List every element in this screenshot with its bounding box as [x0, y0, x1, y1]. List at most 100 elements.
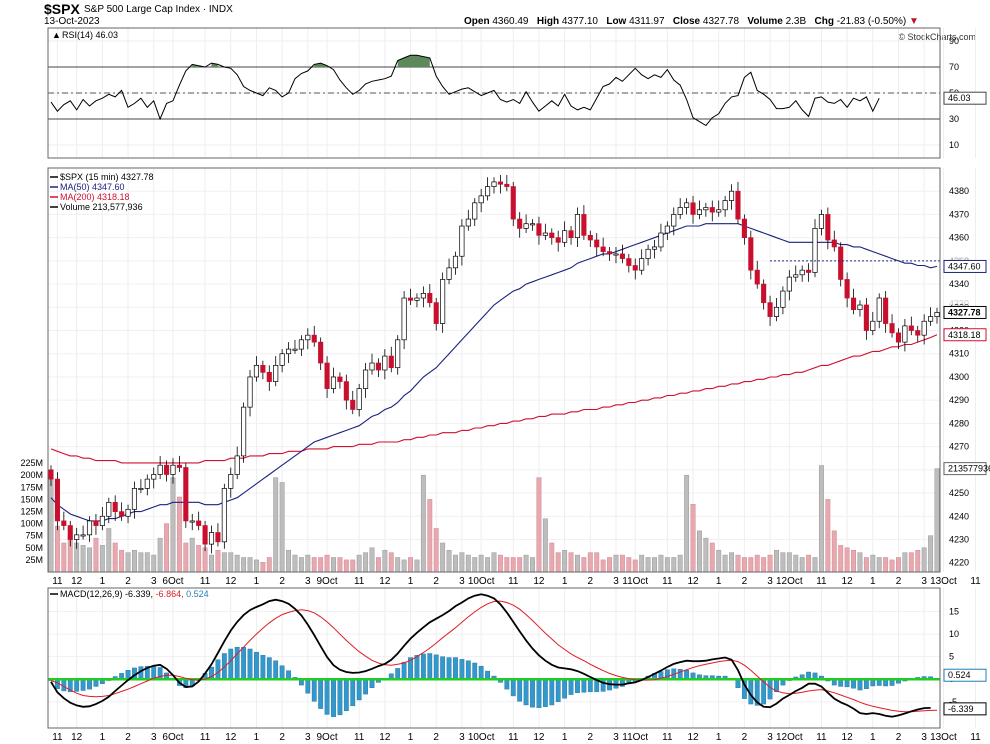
candle-body [793, 274, 799, 278]
candle-body [607, 251, 613, 255]
volume-bar [780, 552, 786, 573]
candle-body [144, 478, 150, 489]
macd-histogram-bar [401, 661, 407, 680]
candle-body [568, 230, 574, 239]
candle-body [465, 218, 471, 227]
macd-x-tick-label: 1 [716, 732, 722, 743]
candle-body [818, 214, 824, 229]
price-x-tick-label: 3 [921, 576, 927, 587]
volume-bar [485, 557, 491, 573]
volume-bar [703, 537, 709, 573]
ma50-value-label: 4347.60 [948, 261, 981, 271]
macd-histogram-bar [478, 665, 484, 680]
last-price-label-box [943, 305, 987, 319]
candle-body [93, 520, 99, 526]
volume-bar [273, 477, 279, 573]
candle-body [928, 316, 934, 322]
volume-bar [857, 552, 863, 573]
candle-body [651, 246, 658, 250]
price-ghost-label: 4330 [949, 298, 969, 308]
volume-bar [761, 557, 767, 573]
volume-bar [93, 537, 99, 573]
price-x-tick-label: 2 [125, 576, 131, 587]
price-x-tick-label: 6Oct [162, 576, 183, 587]
candle-body [221, 488, 227, 543]
macd-x-tick-label: 12Oct [776, 732, 803, 743]
candle-body [420, 293, 426, 299]
macd-histogram-bar [677, 669, 683, 680]
candle-body [176, 464, 182, 468]
volume-bar [209, 554, 214, 573]
candle-body [908, 325, 914, 331]
volume-bar [562, 549, 568, 573]
volume-tick-label: 75M [25, 531, 43, 541]
volume-bar [851, 549, 856, 573]
macd-histogram-bar [363, 679, 368, 695]
candle-body [549, 232, 555, 239]
volume-tick-label: 200M [20, 470, 43, 480]
price-tick-label: 4310 [949, 349, 969, 359]
volume-bar [690, 503, 696, 573]
price-legend-entry: $SPX (15 min) 4327.78 [60, 172, 154, 182]
volume-bar [575, 554, 580, 573]
price-x-tick-label: 2 [433, 576, 439, 587]
volume-bar [645, 557, 651, 573]
price-x-tick-label: 11 [816, 576, 827, 587]
candle-body [767, 302, 773, 317]
macd-histogram-bar [279, 665, 285, 680]
candle-body [895, 332, 902, 343]
price-x-tick-label: 12 [71, 576, 83, 587]
volume-bar [446, 549, 452, 573]
candle-body [440, 279, 446, 324]
macd-histogram-bar [459, 659, 465, 680]
volume-bar [722, 554, 728, 573]
macd-histogram-bar [562, 679, 568, 699]
candle-body [125, 508, 131, 517]
credit-text: © StockCharts.com [898, 32, 976, 42]
volume-bar [132, 549, 137, 573]
volume-bar [215, 549, 221, 573]
price-tick-label: 4360 [949, 233, 969, 243]
candle-body [876, 297, 882, 322]
candle-body [574, 214, 581, 239]
macd-histogram-bar [254, 651, 259, 680]
candle-body [311, 334, 317, 343]
price-x-tick-label: 11 [200, 576, 211, 587]
candle-body [427, 293, 433, 304]
price-tick-label: 4270 [949, 442, 969, 452]
candle-body [587, 234, 593, 241]
candle-body [241, 406, 247, 457]
candle-body [684, 202, 690, 208]
volume-bar [157, 537, 163, 573]
chart-date: 13-Oct-2023 [44, 16, 100, 27]
price-x-tick-label: 2 [588, 576, 594, 587]
volume-bar [465, 554, 471, 573]
macd-x-tick-label: 2 [433, 732, 439, 743]
volume-bar [247, 557, 253, 573]
macd-x-tick-label: 3 [305, 732, 311, 743]
macd-histogram-bar [440, 656, 446, 680]
ma200-value-label: 4318.18 [948, 330, 981, 340]
macd-histogram-bar [549, 679, 555, 706]
price-legend-entry: MA(50) 4347.60 [60, 182, 125, 192]
volume-bar [549, 542, 555, 573]
rsi-legend-marker: ▲ [52, 30, 61, 40]
macd-histogram-bar [414, 655, 420, 680]
candle-body [677, 207, 683, 215]
candle-body [658, 232, 664, 248]
macd-histogram-bar [735, 679, 741, 689]
candle-body [350, 399, 356, 410]
symbol-title: $SPX [44, 1, 80, 17]
volume-bar [876, 557, 882, 573]
macd-legend: MACD(12,26,9) -6.339, -6.864, 0.524 [60, 589, 209, 599]
candle-body [690, 202, 696, 215]
candle-body [266, 371, 272, 382]
candle-body [164, 464, 170, 475]
candle-body [825, 214, 831, 241]
candle-body [491, 181, 497, 187]
volume-last-label: 213577936 [948, 464, 990, 474]
macd-histogram-bar [395, 668, 401, 680]
volume-bar [286, 549, 292, 573]
macd-value-label: -6.339 [948, 704, 974, 714]
volume-bar [106, 528, 112, 573]
